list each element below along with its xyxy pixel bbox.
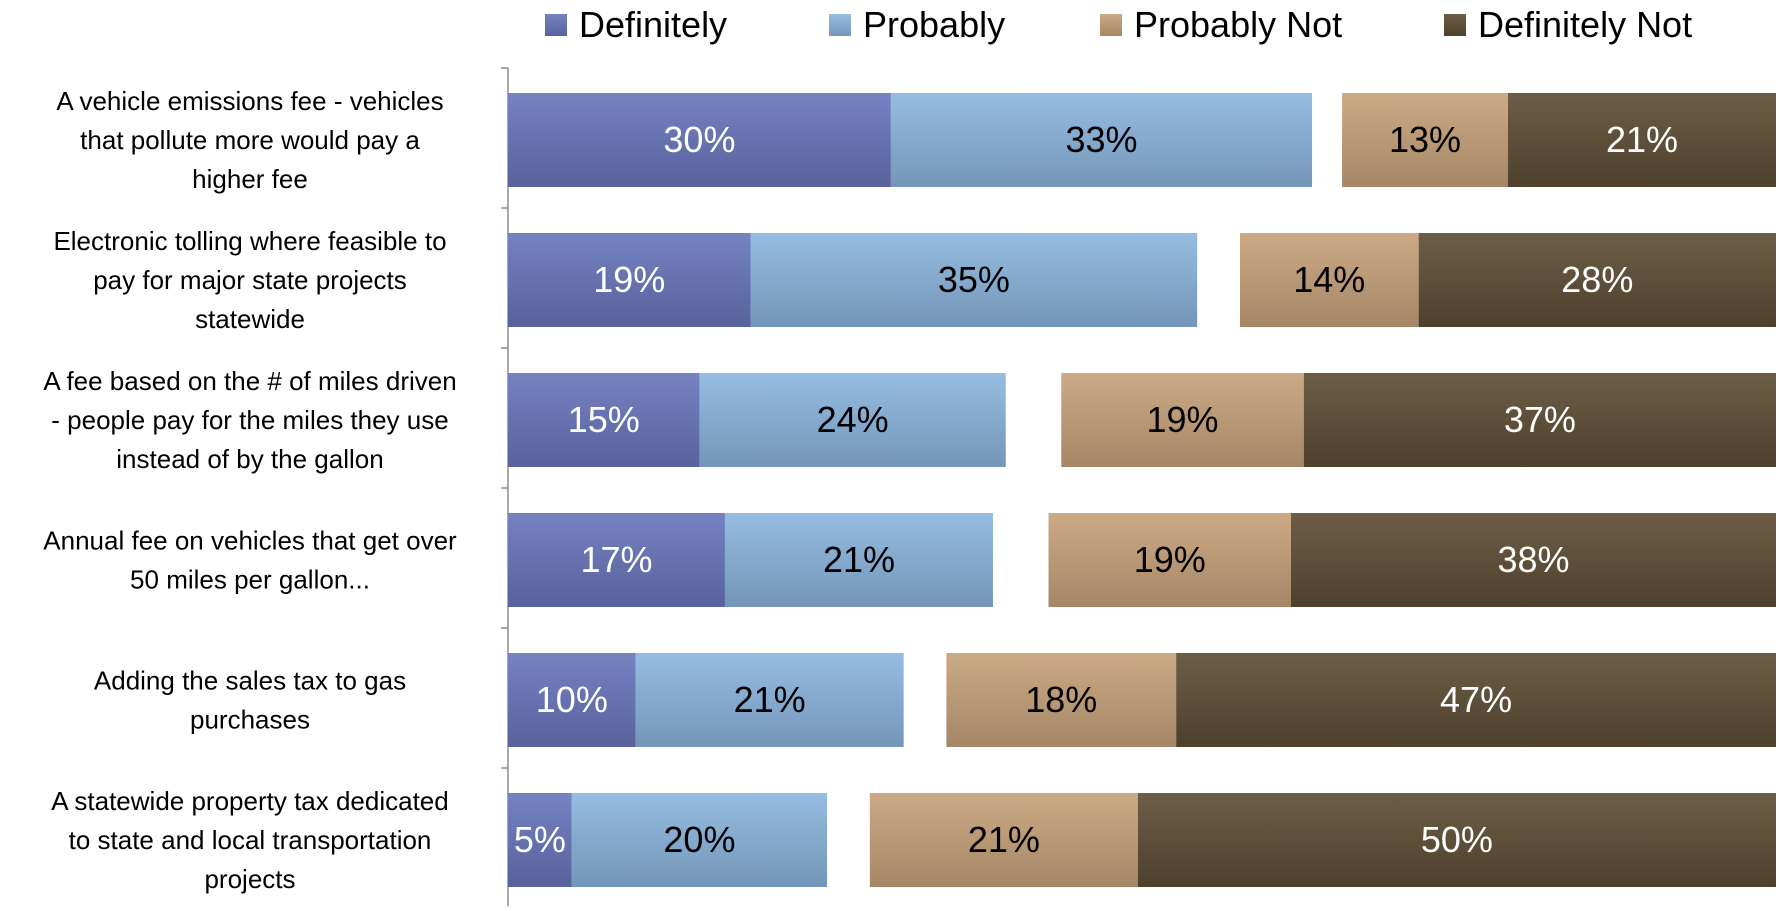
data-label-definitely-not: 21% [1606,119,1678,160]
data-label-probably: 21% [734,679,806,720]
legend: Definitely Probably Probably Not Definitely… [545,4,1692,45]
legend-swatch-probably-not [1100,14,1122,36]
data-label-probably: 24% [817,399,889,440]
data-label-definitely: 5% [514,819,566,860]
category-label: Annual fee on vehicles that get over 50 m… [43,526,457,595]
legend-label-definitely: Definitely [579,4,727,45]
bar-probably [724,513,993,607]
legend-label-probably: Probably [863,4,1005,45]
category-label-line: statewide [195,304,305,334]
data-label-probably-not: 21% [968,819,1040,860]
category-label-line: A vehicle emissions fee - vehicles [56,86,443,116]
bar-probably-not [1048,513,1292,607]
bar-definitely-not [1303,373,1776,467]
bar-row: 5% 20% 21% 50% [508,793,1776,887]
data-label-probably-not: 19% [1134,539,1206,580]
category-label-line: Electronic tolling where feasible to [53,226,446,256]
category-label-line: - people pay for the miles they use [51,405,448,435]
legend-item-probably-not: Probably Not [1100,4,1342,45]
data-label-definitely-not: 50% [1421,819,1493,860]
category-label-line: to state and local transportation [69,825,432,855]
bar-row: 17% 21% 19% 38% [508,513,1776,607]
legend-item-definitely-not: Definitely Not [1444,4,1692,45]
bar-probably-not [1239,233,1419,327]
data-label-definitely: 15% [568,399,640,440]
bar-probably-not [1342,93,1508,187]
category-label: A vehicle emissions fee - vehicles that p… [56,86,443,194]
data-label-definitely: 10% [536,679,608,720]
bar-definitely [508,93,891,187]
bar-probably [750,233,1198,327]
bar-definitely [508,793,572,887]
category-label-line: pay for major state projects [93,265,407,295]
category-label-line: projects [204,864,295,894]
bar-definitely [508,653,636,747]
category-label-line: instead of by the gallon [116,444,383,474]
bar-definitely-not [1176,653,1776,747]
bar-row: 15% 24% 19% 37% [508,373,1776,467]
category-label: A statewide property tax dedicated to sta… [51,786,448,894]
category-label-line: A statewide property tax dedicated [51,786,448,816]
category-label: Adding the sales tax to gas purchases [94,666,406,735]
category-label-line: Annual fee on vehicles that get over [43,526,457,556]
data-label-definitely-not: 37% [1504,399,1576,440]
category-labels: A vehicle emissions fee - vehicles that p… [43,86,457,894]
data-label-probably: 20% [663,819,735,860]
data-label-definitely: 17% [580,539,652,580]
legend-item-probably: Probably [829,4,1005,45]
bar-probably-not [1061,373,1304,467]
bar-row: 19% 35% 14% 28% [508,233,1776,327]
data-label-probably: 33% [1065,119,1137,160]
category-label-line: that pollute more would pay a [80,125,420,155]
data-label-probably-not: 14% [1293,259,1365,300]
data-label-definitely-not: 47% [1440,679,1512,720]
bar-probably [699,373,1006,467]
legend-swatch-probably [829,14,851,36]
legend-swatch-definitely-not [1444,14,1466,36]
bar-row: 30% 33% 13% 21% [508,93,1776,187]
category-label-line: Adding the sales tax to gas [94,666,406,696]
category-label: Electronic tolling where feasible to pay … [53,226,446,334]
bar-definitely [508,513,725,607]
bar-probably [571,793,828,887]
legend-swatch-definitely [545,14,567,36]
bar-definitely-not [1507,93,1776,187]
data-label-definitely: 30% [663,119,735,160]
legend-item-definitely: Definitely [545,4,727,45]
bar-definitely-not [1291,513,1776,607]
data-label-definitely: 19% [593,259,665,300]
data-label-probably-not: 19% [1146,399,1218,440]
bar-probably-not [946,653,1177,747]
legend-label-probably-not: Probably Not [1134,4,1342,45]
bar-row: 10% 21% 18% 47% [508,653,1776,747]
bar-probably-not [869,793,1138,887]
data-label-probably: 21% [823,539,895,580]
data-label-definitely-not: 28% [1561,259,1633,300]
data-label-definitely-not: 38% [1497,539,1569,580]
bars: 30% 33% 13% 21% 19% 35% 14% 28% 15% 24% 19% 37% 17% 2… [508,93,1776,887]
bar-probably [890,93,1313,187]
data-label-probably-not: 18% [1025,679,1097,720]
bar-definitely [508,233,751,327]
bar-definitely-not [1137,793,1776,887]
bar-probably [635,653,904,747]
category-label-line: 50 miles per gallon... [130,565,370,595]
bar-definitely-not [1418,233,1776,327]
legend-label-definitely-not: Definitely Not [1478,4,1692,45]
data-label-probably: 35% [938,259,1010,300]
category-label-line: higher fee [192,164,308,194]
data-label-probably-not: 13% [1389,119,1461,160]
category-axis [501,67,509,909]
bar-definitely [508,373,700,467]
category-label-line: purchases [190,705,310,735]
category-label-line: A fee based on the # of miles driven [43,366,456,396]
category-label: A fee based on the # of miles driven - pe… [43,366,456,474]
